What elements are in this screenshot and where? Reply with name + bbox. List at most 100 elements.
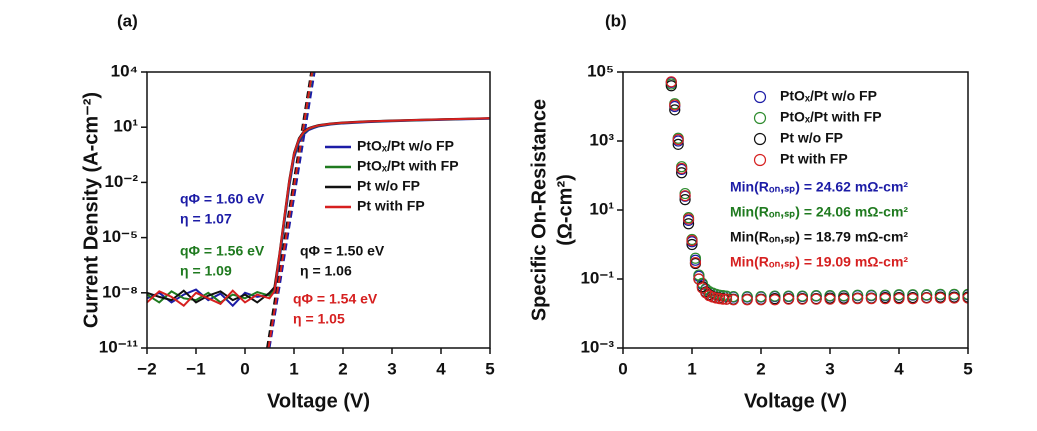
marker [838,293,850,305]
legend-swatch [753,153,767,167]
x-tick-label: 0 [618,359,627,378]
marker [682,213,695,225]
marker [672,133,684,146]
plot-area [147,72,490,348]
panel-label: (a) [117,11,138,30]
legend-label: Pt with FP [780,151,848,167]
marker [669,104,681,116]
x-tick-label: 3 [825,359,834,378]
marker [679,194,691,206]
marker [679,190,691,202]
x-tick-label: 1 [289,359,298,378]
axes-frame [146,71,491,349]
marker [676,162,688,175]
x-tick-label: −1 [186,359,205,378]
legend-swatch [753,111,767,125]
marker [782,290,795,302]
marker [669,99,681,111]
y-axis-label: Current Density (A-cm⁻²) [80,92,102,328]
marker [727,290,740,303]
annotation: η = 1.07 [180,211,232,227]
annotation: Min(Rₒₙ,ₛₚ) = 19.09 mΩ-cm² [730,254,908,270]
x-axis-label: Voltage (V) [744,390,847,412]
legend-label: PtOₓ/Pt with FP [780,109,882,125]
marker [810,290,822,302]
marker [796,293,809,305]
marker [824,293,836,305]
y-tick-label: 10¹ [589,199,614,218]
series-line [147,117,490,307]
y-tick-label: 10⁻¹ [580,268,614,287]
y-tick-label: 10⁻² [104,172,138,191]
marker [741,294,753,306]
x-tick-label: 4 [436,359,446,378]
marker [686,238,698,251]
x-tick-label: 1 [687,359,696,378]
marker [755,294,767,306]
y-tick-label: 10⁴ [111,61,138,80]
legend-label: Pt w/o FP [780,130,843,146]
marker [689,252,702,264]
legend-label: Pt w/o FP [357,178,420,194]
marker [851,293,864,305]
annotation: qΦ = 1.54 eV [293,291,378,307]
marker [741,290,753,303]
marker [920,292,933,304]
marker [782,293,795,305]
marker [665,80,677,92]
marker [907,293,919,305]
marker [665,76,677,88]
annotation: qΦ = 1.50 eV [300,243,385,259]
plot-area [665,76,968,306]
axes-frame [622,71,969,349]
fit-line [267,72,314,348]
marker [865,293,878,305]
marker [920,289,933,301]
marker [948,288,960,300]
y-tick-label: 10⁻⁵ [102,227,138,246]
y-tick-label: 10⁻³ [580,337,614,356]
marker [686,234,698,247]
y-tick-label: 10³ [589,130,614,149]
x-tick-label: 2 [756,359,765,378]
marker [720,293,733,305]
y-axis-label: Specific On-Resistance [528,99,550,321]
annotation: Min(Rₒₙ,ₛₚ) = 18.79 mΩ-cm² [730,229,908,245]
marker [962,292,968,304]
x-tick-label: 2 [338,359,347,378]
annotation: Min(Rₒₙ,ₛₚ) = 24.06 mΩ-cm² [730,204,908,220]
legend-label: PtOₓ/Pt with FP [357,158,459,174]
marker [948,292,960,304]
y-tick-label: 10¹ [113,117,138,136]
y-tick-label: 10⁻⁸ [102,282,138,301]
marker [796,290,809,302]
legend-label: PtOₓ/Pt w/o FP [357,138,454,154]
legend-label: Pt with FP [357,198,425,214]
annotation: Min(Rₒₙ,ₛₚ) = 24.62 mΩ-cm² [730,179,908,195]
marker [769,290,781,302]
annotation: η = 1.09 [180,263,232,279]
x-tick-label: 5 [485,359,494,378]
marker [682,218,695,230]
y-tick-label: 10⁻¹¹ [99,337,139,356]
annotation: qΦ = 1.60 eV [180,191,265,207]
marker [769,294,781,306]
x-axis-label: Voltage (V) [267,390,370,412]
legend-label: PtOₓ/Pt w/o FP [780,88,877,104]
annotation: qΦ = 1.56 eV [180,243,265,259]
marker [934,288,947,300]
y-tick-label: 10⁵ [587,61,614,80]
annotation: η = 1.06 [300,263,352,279]
marker [810,293,822,305]
annotation: η = 1.05 [293,311,345,327]
legend-swatch [753,90,767,104]
x-tick-label: 5 [963,359,972,378]
x-tick-label: 3 [387,359,396,378]
marker [755,290,767,303]
panel-label: (b) [605,11,627,30]
x-tick-label: −2 [137,359,156,378]
marker [689,256,702,269]
marker [934,292,947,304]
marker [865,289,878,301]
